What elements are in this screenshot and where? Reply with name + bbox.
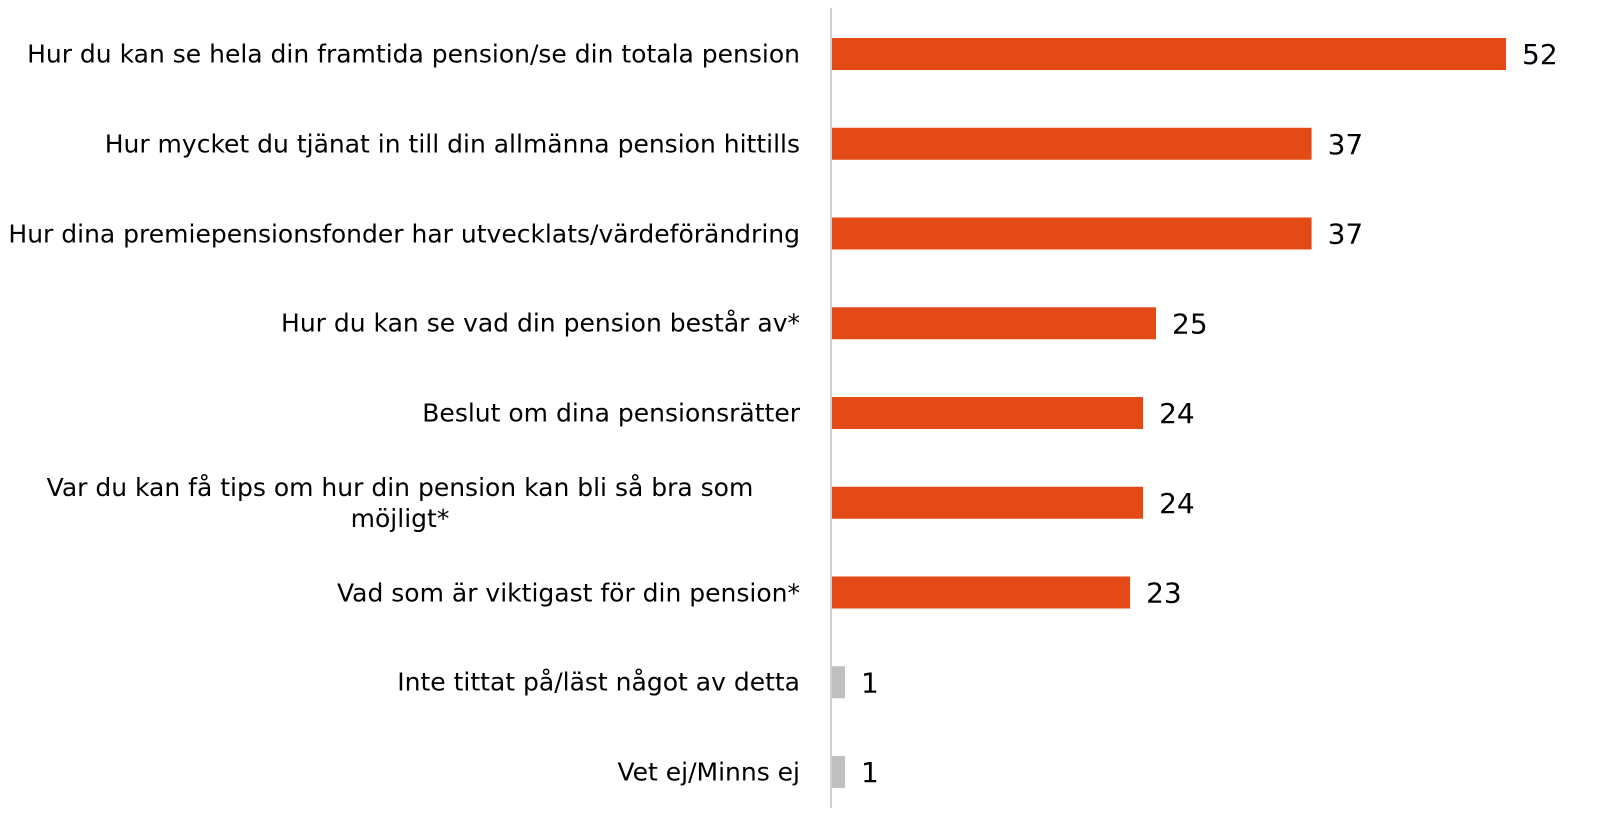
value-label: 25 (1172, 307, 1208, 340)
category-label: Inte tittat på/läst något av detta (0, 667, 800, 698)
category-label: Beslut om dina pensionsrätter (0, 398, 800, 429)
value-label: 23 (1146, 577, 1182, 610)
bar (832, 127, 1312, 160)
category-text: Hur du kan se hela din framtida pension/… (27, 39, 800, 69)
category-text: Beslut om dina pensionsrätter (422, 398, 800, 428)
bar (832, 666, 845, 699)
value-label: 1 (861, 756, 879, 789)
category-label: Hur dina premiepensionsfonder har utveck… (0, 218, 800, 249)
category-text: Vet ej/Minns ej (617, 757, 800, 787)
bar (832, 217, 1312, 250)
category-label: Vet ej/Minns ej (0, 757, 800, 788)
category-text: Var du kan få tips om hur din pension ka… (46, 472, 754, 533)
category-text: Hur dina premiepensionsfonder har utveck… (8, 219, 800, 248)
bar (832, 38, 1506, 70)
bar (832, 576, 1131, 609)
value-label: 1 (861, 666, 879, 699)
category-label: Vad som är viktigast för din pension* (0, 577, 800, 608)
category-text: Inte tittat på/läst något av detta (397, 667, 800, 697)
bar (832, 486, 1144, 519)
value-label: 37 (1328, 218, 1364, 251)
category-text: Hur du kan se vad din pension består av* (281, 308, 800, 338)
bar (832, 397, 1144, 429)
value-label: 52 (1522, 38, 1558, 71)
category-label: Hur mycket du tjänat in till din allmänn… (0, 128, 800, 159)
bar (832, 307, 1157, 340)
value-label: 24 (1159, 487, 1195, 520)
category-text: Hur mycket du tjänat in till din allmänn… (104, 129, 800, 159)
bar (832, 756, 845, 788)
value-label: 37 (1328, 128, 1364, 161)
category-label: Var du kan få tips om hur din pension ka… (0, 472, 800, 534)
category-text: Vad som är viktigast för din pension* (336, 578, 800, 607)
value-label: 24 (1159, 397, 1195, 430)
category-label: Hur du kan se hela din framtida pension/… (0, 39, 800, 70)
category-label: Hur du kan se vad din pension består av* (0, 308, 800, 339)
